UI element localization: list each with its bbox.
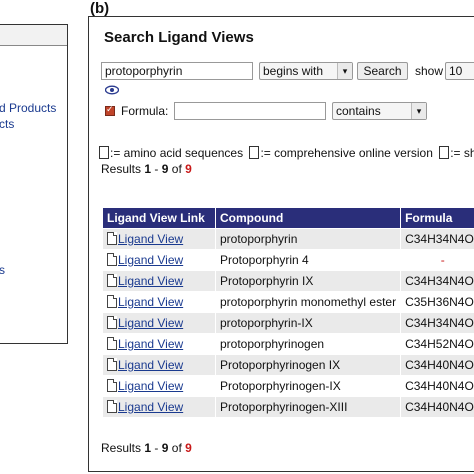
formula-cell: C34H40N4O4 — [400, 396, 474, 418]
ligand-view-link-cell[interactable]: Ligand View — [102, 354, 216, 376]
show-label: show — [415, 64, 444, 78]
ligand-view-link-cell[interactable]: Ligand View — [102, 270, 216, 292]
formula-cell: C35H36N4O4 — [400, 291, 474, 313]
document-icon — [107, 379, 117, 392]
formula-cell: C34H40N4O4 — [400, 354, 474, 376]
results-summary-bottom: Results 1 - 9 of 9 — [101, 441, 192, 455]
chevron-down-icon: ▾ — [411, 103, 426, 119]
table-row: Ligand View Protoporphyrin 4- — [102, 249, 474, 271]
document-icon — [107, 295, 117, 308]
formula-checkbox[interactable] — [105, 104, 115, 116]
results-summary-top: Results 1 - 9 of 9 — [101, 162, 192, 176]
show-count-value: 10 — [449, 64, 463, 78]
document-icon — [107, 253, 117, 266]
compound-cell: Protoporphyrinogen-XIII — [214, 396, 402, 418]
ligand-view-link-cell[interactable]: Ligand View — [102, 249, 216, 271]
table-row: Ligand View protoporphyrin-IX C34H34N4O4 — [102, 312, 474, 334]
compound-cell: Protoporphyrinogen-IX — [214, 375, 402, 397]
ligand-view-link-cell[interactable]: Ligand View — [102, 291, 216, 313]
legend-amino: := amino acid sequences — [110, 146, 244, 160]
compound-cell: Protoporphyrin 4 — [214, 249, 402, 271]
ligand-view-link[interactable]: Ligand View — [118, 253, 184, 267]
flask-icon — [439, 146, 450, 159]
panel-label: (b) — [90, 0, 110, 17]
formula-label: Formula: — [121, 104, 169, 118]
legend-online: := comprehensive online version — [260, 146, 433, 160]
compound-cell: protoporphyrin monomethyl ester — [214, 291, 402, 313]
ligand-view-link-cell[interactable]: Ligand View — [102, 312, 216, 334]
ligand-view-link-cell[interactable]: Ligand View — [102, 228, 216, 250]
show-count-select[interactable]: 10 — [445, 62, 474, 80]
match-mode-value: begins with — [263, 64, 324, 78]
table-row: Ligand View protoporphyrin C34H34N4O4 — [102, 228, 474, 250]
ligand-view-link[interactable]: Ligand View — [118, 358, 184, 372]
document-icon — [107, 232, 117, 245]
formula-cell: C34H40N4O4 — [400, 375, 474, 397]
ligand-view-link[interactable]: Ligand View — [118, 400, 184, 414]
document-icon — [249, 146, 260, 159]
search-ligand-views-panel: Search Ligand Views protoporphyrin begin… — [88, 16, 474, 472]
left-nav-link-products[interactable]: d Products — [0, 101, 57, 115]
column-header-link: Ligand View Link — [102, 207, 216, 229]
column-header-compound: Compound — [214, 207, 402, 229]
column-header-formula: Formula — [400, 207, 474, 229]
left-panel: d Products cts s — [0, 24, 68, 344]
table-row: Ligand View protoporphyrinogen C34H52N4O4 — [102, 333, 474, 355]
amino-acid-icon — [99, 146, 109, 159]
document-icon — [107, 316, 117, 329]
ligand-view-link[interactable]: Ligand View — [118, 274, 184, 288]
results-table: Ligand View Link Compound Formula Ligand… — [102, 207, 474, 418]
search-button[interactable]: Search — [357, 62, 408, 80]
ligand-view-link[interactable]: Ligand View — [118, 295, 184, 309]
formula-input[interactable] — [174, 102, 326, 120]
formula-cell: C34H34N4O4 — [400, 312, 474, 334]
ligand-view-link-cell[interactable]: Ligand View — [102, 333, 216, 355]
ligand-view-link[interactable]: Ligand View — [118, 337, 184, 351]
ligand-view-link-cell[interactable]: Ligand View — [102, 396, 216, 418]
formula-cell: C34H34N4O4 — [400, 228, 474, 250]
chevron-down-icon: ▾ — [337, 63, 352, 79]
left-nav-link[interactable]: s — [0, 263, 5, 277]
eye-icon[interactable] — [105, 85, 119, 95]
icon-legend: := amino acid sequences := comprehensive… — [99, 146, 474, 160]
search-input[interactable]: protoporphyrin — [101, 62, 253, 80]
table-row: Ligand View Protoporphyrin IX C34H34N4O4 — [102, 270, 474, 292]
formula-match-value: contains — [336, 104, 381, 118]
ligand-view-link[interactable]: Ligand View — [118, 379, 184, 393]
compound-cell: Protoporphyrin IX — [214, 270, 402, 292]
document-icon — [107, 400, 117, 413]
match-mode-select[interactable]: begins with ▾ — [259, 62, 353, 80]
ligand-view-link[interactable]: Ligand View — [118, 316, 184, 330]
compound-cell: protoporphyrin — [214, 228, 402, 250]
table-row: Ligand View Protoporphyrinogen-IX C34H40N4… — [102, 375, 474, 397]
table-row: Ligand View protoporphyrin monomethyl est… — [102, 291, 474, 313]
legend-other: := show — [450, 146, 474, 160]
document-icon — [107, 274, 117, 287]
table-row: Ligand View Protoporphyrinogen-XIII C34H40… — [102, 396, 474, 418]
ligand-view-link-cell[interactable]: Ligand View — [102, 375, 216, 397]
left-panel-header — [0, 25, 67, 46]
formula-cell: - — [400, 249, 474, 271]
formula-match-select[interactable]: contains ▾ — [332, 102, 427, 120]
left-nav-link[interactable]: cts — [0, 117, 15, 131]
page-title: Search Ligand Views — [104, 29, 254, 46]
ligand-view-link[interactable]: Ligand View — [118, 232, 184, 246]
table-row: Ligand View Protoporphyrinogen IX C34H40N4… — [102, 354, 474, 376]
formula-cell: C34H34N4O4 — [400, 270, 474, 292]
table-header-row: Ligand View Link Compound Formula — [102, 207, 474, 229]
document-icon — [107, 358, 117, 371]
formula-cell: C34H52N4O4 — [400, 333, 474, 355]
compound-cell: protoporphyrin-IX — [214, 312, 402, 334]
compound-cell: Protoporphyrinogen IX — [214, 354, 402, 376]
compound-cell: protoporphyrinogen — [214, 333, 402, 355]
document-icon — [107, 337, 117, 350]
